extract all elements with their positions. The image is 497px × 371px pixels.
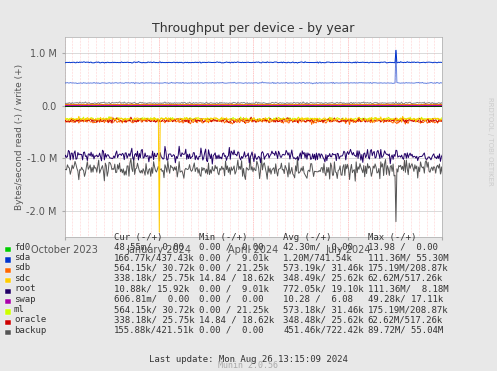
Text: 1.20M/741.54k: 1.20M/741.54k bbox=[283, 253, 353, 262]
Text: 10.88k/ 15.92k: 10.88k/ 15.92k bbox=[114, 284, 189, 293]
Text: 166.77k/437.43k: 166.77k/437.43k bbox=[114, 253, 195, 262]
Text: 10.28 /  6.08: 10.28 / 6.08 bbox=[283, 295, 353, 303]
Text: 111.36M/  8.18M: 111.36M/ 8.18M bbox=[368, 284, 448, 293]
Text: swap: swap bbox=[14, 295, 35, 303]
Text: 451.46k/722.42k: 451.46k/722.42k bbox=[283, 326, 364, 335]
Y-axis label: Bytes/second read (-) / write (+): Bytes/second read (-) / write (+) bbox=[15, 64, 24, 210]
Text: 0.00 /  0.00: 0.00 / 0.00 bbox=[199, 243, 263, 252]
Text: 14.84 / 18.62k: 14.84 / 18.62k bbox=[199, 274, 274, 283]
Text: 338.18k/ 25.75k: 338.18k/ 25.75k bbox=[114, 315, 195, 324]
Text: 49.28k/ 17.11k: 49.28k/ 17.11k bbox=[368, 295, 443, 303]
Text: 564.15k/ 30.72k: 564.15k/ 30.72k bbox=[114, 305, 195, 314]
Text: 62.62M/517.26k: 62.62M/517.26k bbox=[368, 274, 443, 283]
Text: 14.84 / 18.62k: 14.84 / 18.62k bbox=[199, 315, 274, 324]
Text: 48.55m/  0.00: 48.55m/ 0.00 bbox=[114, 243, 184, 252]
Text: 348.48k/ 25.62k: 348.48k/ 25.62k bbox=[283, 315, 364, 324]
Text: Cur (-/+): Cur (-/+) bbox=[114, 233, 163, 242]
Text: fd0: fd0 bbox=[14, 243, 30, 252]
Text: Avg (-/+): Avg (-/+) bbox=[283, 233, 331, 242]
Text: 62.62M/517.26k: 62.62M/517.26k bbox=[368, 315, 443, 324]
Text: 0.00 /  0.00: 0.00 / 0.00 bbox=[199, 295, 263, 303]
Text: backup: backup bbox=[14, 326, 46, 335]
Text: 111.36M/ 55.30M: 111.36M/ 55.30M bbox=[368, 253, 448, 262]
Text: 89.72M/ 55.04M: 89.72M/ 55.04M bbox=[368, 326, 443, 335]
Text: 175.19M/208.87k: 175.19M/208.87k bbox=[368, 263, 448, 272]
Text: 0.00 /  9.01k: 0.00 / 9.01k bbox=[199, 284, 269, 293]
Text: sda: sda bbox=[14, 253, 30, 262]
Text: 606.81m/  0.00: 606.81m/ 0.00 bbox=[114, 295, 189, 303]
Text: 42.30m/  0.00: 42.30m/ 0.00 bbox=[283, 243, 353, 252]
Text: 0.00 / 21.25k: 0.00 / 21.25k bbox=[199, 305, 269, 314]
Text: sdc: sdc bbox=[14, 274, 30, 283]
Text: 564.15k/ 30.72k: 564.15k/ 30.72k bbox=[114, 263, 195, 272]
Text: 175.19M/208.87k: 175.19M/208.87k bbox=[368, 305, 448, 314]
Text: 13.98 /  0.00: 13.98 / 0.00 bbox=[368, 243, 438, 252]
Text: Max (-/+): Max (-/+) bbox=[368, 233, 416, 242]
Text: 573.18k/ 31.46k: 573.18k/ 31.46k bbox=[283, 305, 364, 314]
Text: Min (-/+): Min (-/+) bbox=[199, 233, 247, 242]
Text: RRDTOOL / TOBI OETIKER: RRDTOOL / TOBI OETIKER bbox=[487, 96, 493, 186]
Text: 0.00 / 21.25k: 0.00 / 21.25k bbox=[199, 263, 269, 272]
Text: 0.00 /  0.00: 0.00 / 0.00 bbox=[199, 326, 263, 335]
Text: 573.19k/ 31.46k: 573.19k/ 31.46k bbox=[283, 263, 364, 272]
Text: 0.00 /  9.01k: 0.00 / 9.01k bbox=[199, 253, 269, 262]
Text: oracle: oracle bbox=[14, 315, 46, 324]
Text: 772.05k/ 19.10k: 772.05k/ 19.10k bbox=[283, 284, 364, 293]
Text: Munin 2.0.56: Munin 2.0.56 bbox=[219, 361, 278, 370]
Text: 348.49k/ 25.62k: 348.49k/ 25.62k bbox=[283, 274, 364, 283]
Text: Last update: Mon Aug 26 13:15:09 2024: Last update: Mon Aug 26 13:15:09 2024 bbox=[149, 355, 348, 364]
Text: 155.88k/421.51k: 155.88k/421.51k bbox=[114, 326, 195, 335]
Text: root: root bbox=[14, 284, 35, 293]
Text: 338.18k/ 25.75k: 338.18k/ 25.75k bbox=[114, 274, 195, 283]
Title: Throughput per device - by year: Throughput per device - by year bbox=[152, 22, 355, 35]
Text: ml: ml bbox=[14, 305, 25, 314]
Text: sdb: sdb bbox=[14, 263, 30, 272]
